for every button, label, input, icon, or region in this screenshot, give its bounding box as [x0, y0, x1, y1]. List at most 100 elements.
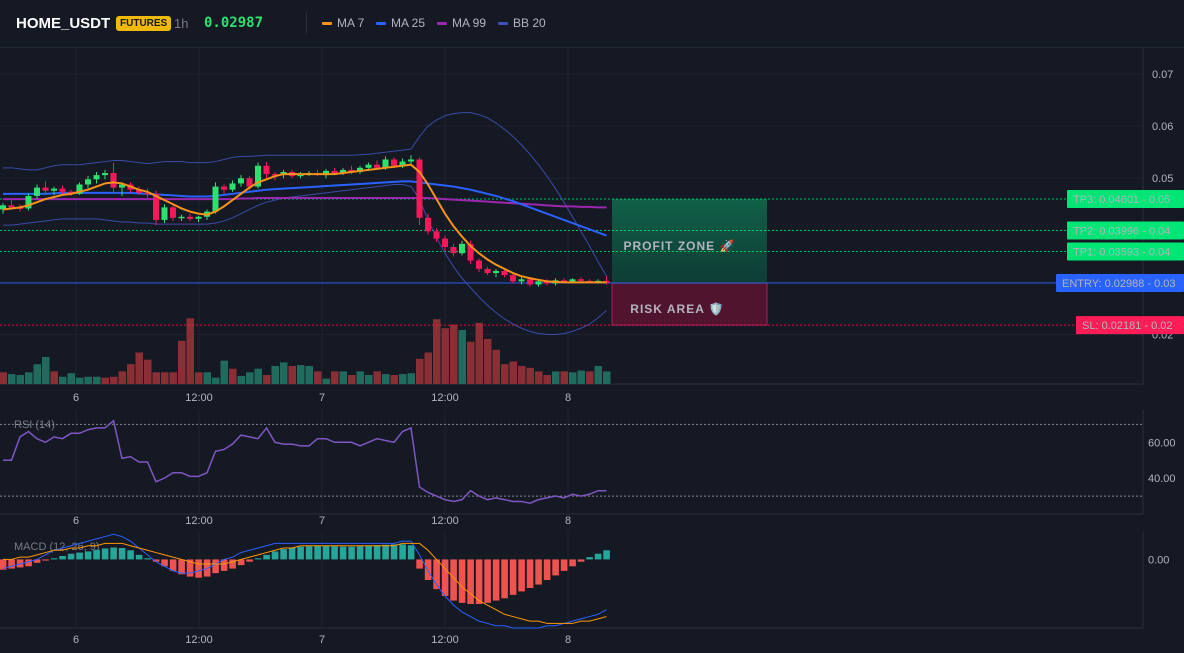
macd-histogram-bar	[33, 559, 41, 563]
top-bar: HOME_USDT FUTURES 1h 0.02987 MA 7 MA 25 …	[0, 0, 1184, 48]
macd-histogram-bar	[348, 546, 355, 560]
candle-body	[272, 174, 278, 176]
volume-bar	[560, 371, 568, 384]
volume-bar	[450, 324, 458, 384]
macd-histogram-bar	[178, 559, 185, 575]
macd-histogram-bar	[433, 559, 440, 590]
volume-bar	[59, 376, 67, 384]
legend-ma99[interactable]: MA 99	[437, 16, 486, 30]
macd-histogram-bar	[254, 558, 262, 560]
macd-histogram-bar	[450, 559, 457, 601]
candle-body	[255, 165, 261, 187]
macd-histogram-bar	[501, 559, 508, 599]
macd-signal-line	[3, 542, 607, 624]
profit-zone-label: PROFIT ZONE 🚀	[624, 239, 736, 253]
macd-histogram-bar	[586, 557, 593, 560]
last-price: 0.02987	[204, 15, 264, 31]
candle-body	[178, 216, 185, 219]
level-tag-tp1	[1067, 242, 1184, 261]
volume-bar	[254, 368, 262, 384]
legend-ma25[interactable]: MA 25	[376, 16, 425, 30]
level-tag-text-entry: ENTRY: 0.02988 - 0.03	[1062, 278, 1176, 290]
candle-body	[68, 191, 74, 194]
candle-body	[357, 167, 363, 172]
macd-histogram-bar	[50, 558, 58, 560]
volume-bar	[33, 364, 41, 384]
macd-histogram-bar	[424, 559, 432, 580]
macd-histogram-bar	[365, 545, 372, 560]
legend-bb20[interactable]: BB 20	[498, 16, 546, 30]
volume-bar	[467, 341, 475, 384]
volume-bar	[93, 376, 101, 384]
legend-label-ma99: MA 99	[452, 16, 487, 30]
legend-label-ma7: MA 7	[337, 16, 365, 30]
level-tag-text-tp3: TP3: 0.04601 - 0.05	[1073, 194, 1170, 206]
legend-ma7[interactable]: MA 7	[322, 16, 364, 30]
time-tick-label: 12:00	[431, 515, 459, 527]
risk-zone-label: RISK AREA 🛡️	[630, 302, 724, 316]
time-tick-label: 6	[73, 515, 79, 527]
macd-histogram-bar	[237, 559, 245, 566]
symbol-name[interactable]: HOME_USDT	[16, 15, 111, 32]
time-tick-label: 6	[73, 634, 79, 646]
macd-histogram-bar	[305, 546, 313, 560]
volume-bar	[127, 364, 135, 384]
candle-body	[170, 207, 176, 218]
macd-histogram-bar	[229, 559, 236, 569]
volume-bar	[169, 372, 177, 384]
volume-bar	[118, 371, 126, 384]
candle-body	[59, 188, 66, 192]
legend-swatch-bb20	[498, 22, 508, 26]
macd-histogram-bar	[492, 559, 500, 601]
volume-bar	[416, 358, 424, 384]
macd-histogram-bar	[475, 559, 483, 604]
price-tick-label: 0.05	[1152, 173, 1173, 185]
volume-bar	[577, 370, 585, 384]
macd-histogram-bar	[118, 548, 126, 560]
macd-line	[2, 533, 607, 629]
timeframe[interactable]: 1h	[174, 16, 189, 31]
candle-body	[93, 175, 100, 180]
bb-lower-line	[3, 183, 607, 336]
candle-body	[408, 159, 414, 162]
volume-bar	[331, 371, 339, 384]
macd-histogram-bar	[110, 547, 117, 560]
candle-body	[238, 178, 244, 184]
macd-title: MACD (12, 26, 9)	[14, 541, 100, 553]
volume-bar	[280, 362, 288, 384]
macd-histogram-bar	[127, 550, 134, 560]
volume-bar	[365, 375, 373, 384]
volume-bar	[322, 378, 330, 384]
volume-bar	[186, 318, 194, 384]
volume-bar	[297, 365, 305, 384]
time-tick-label: 7	[319, 634, 325, 646]
volume-bar	[552, 371, 560, 384]
macd-histogram-bar	[407, 545, 415, 560]
profit-zone	[612, 199, 767, 284]
level-tag-sl	[1076, 316, 1184, 335]
candle-body	[8, 205, 15, 208]
candle-body	[467, 243, 474, 261]
candle-body	[578, 279, 584, 281]
volume-bar	[492, 349, 500, 384]
macd-histogram-bar	[399, 544, 406, 560]
time-tick-label: 7	[319, 515, 325, 527]
volume-bar	[594, 366, 602, 384]
macd-histogram-bar	[458, 559, 466, 603]
time-tick-label: 12:00	[431, 634, 459, 646]
volume-bar	[84, 376, 92, 384]
volume-bar	[0, 372, 7, 384]
candle-body	[263, 165, 270, 175]
macd-histogram-bar	[569, 559, 576, 567]
candle-body	[340, 169, 346, 174]
candle-body	[484, 268, 491, 274]
candle-body	[323, 170, 329, 176]
candle-body	[416, 159, 423, 218]
volume-bar	[16, 375, 24, 384]
candle-body	[136, 189, 142, 193]
volume-bar	[348, 375, 356, 384]
volume-bar	[76, 377, 84, 384]
volume-bar	[382, 374, 390, 384]
volume-bar	[67, 373, 75, 384]
